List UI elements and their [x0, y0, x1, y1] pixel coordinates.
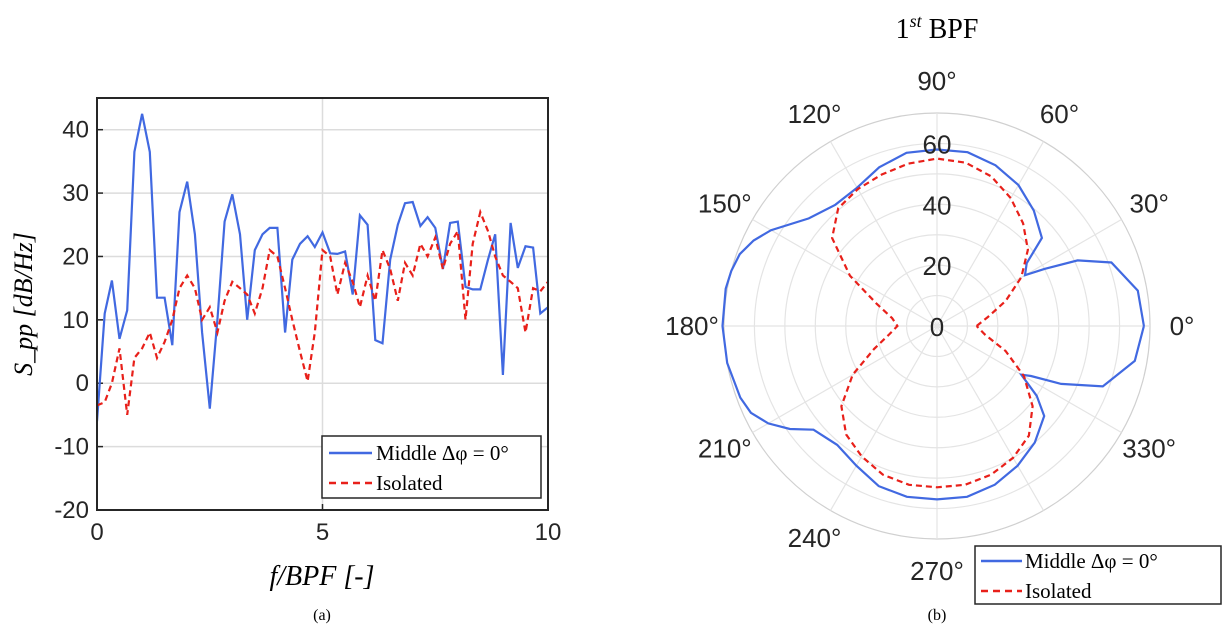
polar-theta-label: 120° [788, 99, 842, 129]
spectrum-xtick-label: 5 [316, 519, 329, 546]
polar-legend-label-isolated: Isolated [1025, 579, 1092, 603]
polar-theta-label: 270° [910, 556, 964, 586]
spectrum-ylabel: S_pp [dB/Hz] [9, 232, 38, 376]
spectrum-legend: Middle Δφ = 0° Isolated [321, 435, 542, 499]
series-line-isolated [97, 208, 548, 416]
polar-theta-label: 180° [665, 311, 719, 341]
spectrum-ytick-label: -20 [54, 497, 89, 524]
polar-spoke [829, 141, 938, 327]
spectrum-ytick-label: 0 [76, 370, 89, 397]
spectrum-axes-box [96, 97, 549, 511]
spectrum-ytick-label: 30 [62, 180, 89, 207]
spectrum-ytick-label: 20 [62, 243, 89, 270]
caption-b: (b) [928, 607, 947, 624]
polar-theta-label: 30° [1130, 189, 1169, 219]
spectrum-ytick-label: -10 [54, 434, 89, 461]
polar-spoke [936, 141, 1045, 327]
polar-series [721, 148, 1145, 501]
series-line-middle [97, 113, 548, 422]
polar-legend-label-middle: Middle Δφ = 0° [1025, 549, 1158, 573]
polar-panel: 0° 30° 60° 90° 120° 150° 180° 210° 240° 270° 330° 0… [665, 11, 1222, 624]
polar-series-isolated [830, 157, 1034, 489]
spectrum-xtick-label: 10 [535, 519, 562, 546]
polar-theta-label: 90° [917, 66, 956, 96]
polar-theta-label: 0° [1170, 311, 1195, 341]
polar-series-middle [721, 148, 1145, 501]
spectrum-panel: 0 5 10 -20 -10 0 10 20 30 40 f/BPF [-] S_pp [dB/H… [9, 97, 561, 624]
polar-theta-label: 210° [698, 434, 752, 464]
spectrum-xlabel: f/BPF [-] [270, 561, 375, 592]
polar-r-label: 0 [930, 312, 944, 342]
polar-theta-label: 240° [788, 523, 842, 553]
polar-r-label: 40 [923, 190, 952, 220]
caption-a: (a) [313, 607, 331, 624]
polar-spoke [752, 325, 938, 434]
polar-tick-labels: 0° 30° 60° 90° 120° 150° 180° 210° 240° 270° 330° 0… [665, 66, 1194, 586]
polar-theta-label: 60° [1040, 99, 1079, 129]
polar-legend: Middle Δφ = 0° Isolated [974, 545, 1222, 605]
spectrum-xtick-label: 0 [90, 519, 103, 546]
polar-r-label: 60 [923, 129, 952, 159]
spectrum-ytick-label: 10 [62, 307, 89, 334]
polar-r-label: 20 [923, 251, 952, 281]
polar-theta-label: 330° [1122, 434, 1176, 464]
polar-title: 1st BPF [896, 11, 979, 45]
spectrum-tick-labels: 0 5 10 -20 -10 0 10 20 30 40 [54, 117, 561, 546]
legend-label-isolated: Isolated [376, 471, 443, 495]
spectrum-series [97, 113, 548, 422]
legend-label-middle: Middle Δφ = 0° [376, 441, 509, 465]
spectrum-ytick-label: 40 [62, 117, 89, 144]
polar-spoke [829, 325, 938, 511]
polar-theta-label: 150° [698, 189, 752, 219]
polar-spoke [936, 325, 1122, 434]
polar-spoke [752, 218, 938, 327]
polar-spoke [936, 325, 1045, 511]
